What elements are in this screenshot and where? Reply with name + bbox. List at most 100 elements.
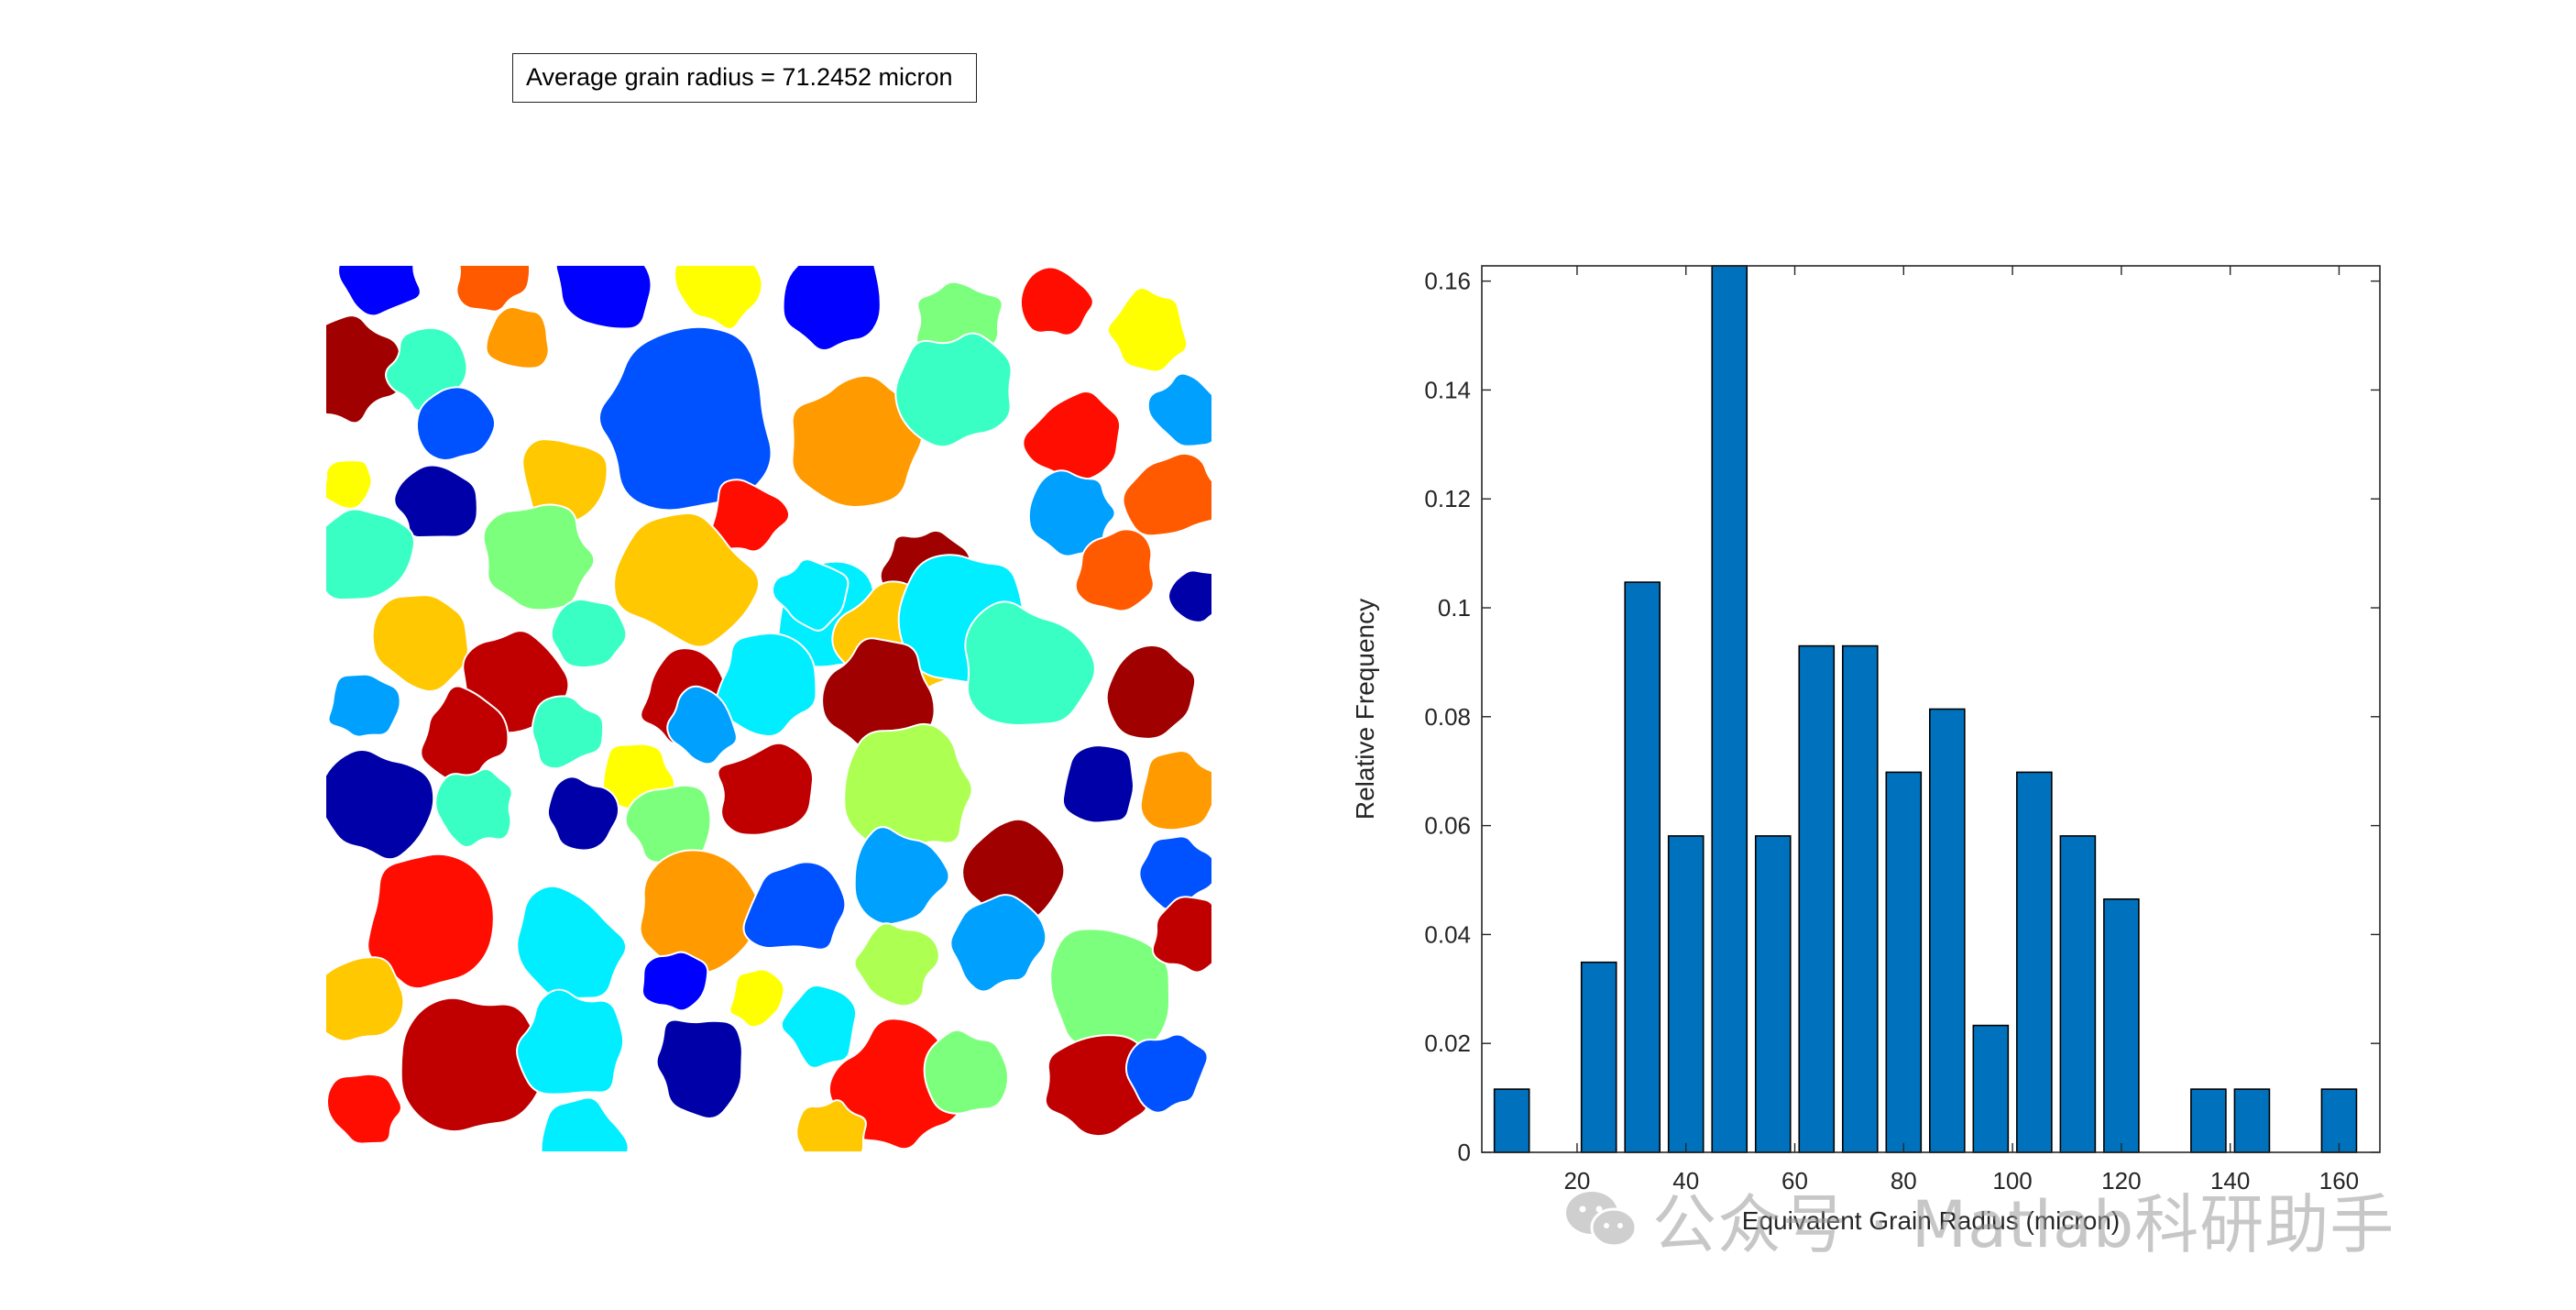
grain-region [1022,391,1122,481]
grain-regions [326,266,1211,1151]
histogram-bar [1667,835,1705,1153]
grain-region [1124,1033,1209,1114]
x-tick-label: 160 [2319,1167,2359,1194]
grain-segmentation-image [326,266,1211,1151]
grain-region [393,464,478,539]
x-tick-label: 20 [1563,1167,1590,1194]
grain-region [1139,750,1211,831]
grain-region [420,685,510,783]
grain-region [531,695,605,770]
histogram-bar [1624,581,1661,1153]
grain-region [772,558,850,632]
histogram-bar [2190,1088,2227,1153]
x-tick-label: 60 [1781,1167,1808,1194]
grain-region [782,266,882,352]
histogram-bar [1929,708,1966,1153]
histogram-bar [2233,1088,2271,1153]
grain-region [894,332,1013,448]
average-radius-text: Average grain radius = 71.2452 micron [526,63,953,91]
grain-region [1019,266,1094,336]
grain-region [853,826,950,926]
grain-region [337,266,422,317]
grain-region [1106,286,1189,373]
grain-region [367,853,495,990]
y-tick-label: 0.14 [1424,376,1471,403]
grain-region [795,1099,867,1151]
grain-region [791,374,926,508]
grain-region [949,894,1047,993]
histogram-bar [2103,897,2140,1153]
grain-region [482,503,596,611]
grain-region [1151,896,1211,974]
grain-region [666,685,738,765]
x-tick-label: 120 [2101,1167,2141,1194]
grain-region [673,266,763,330]
grain-region [400,996,545,1133]
histogram-bar [1972,1024,2010,1153]
grain-region [1061,744,1135,824]
grain-region [327,673,401,738]
grain-region [371,594,469,693]
histogram-bar [1798,644,1836,1153]
grain-region [554,266,652,330]
x-tick-label: 80 [1891,1167,1917,1194]
y-tick-label: 0.12 [1424,485,1471,512]
y-tick-label: 0 [1458,1139,1471,1166]
grain-region [326,1073,402,1145]
grain-region [729,968,785,1029]
grain-region [1122,452,1211,537]
grain-region [1044,1034,1150,1138]
y-tick-label: 0.04 [1424,920,1471,948]
grain-region [1105,644,1197,740]
grain-region [961,818,1066,927]
histogram-bar [1841,644,1879,1153]
grain-region [639,849,761,974]
x-axis-label: Equivalent Grain Radius (micron) [1742,1206,2120,1235]
grain-region [521,438,608,523]
grain-region [843,722,973,858]
y-axis-ticks: 0 0.02 0.04 0.06 0.08 0.1 0.12 0.14 0.16 [1424,268,2380,1166]
grain-region [540,1096,630,1151]
histogram-bar [2320,1088,2358,1153]
grain-region [1146,372,1211,447]
grain-region [326,956,405,1042]
grain-region [923,1029,1009,1115]
grain-region [1049,928,1171,1055]
histogram-bar [1754,835,1792,1153]
grain-region [780,985,858,1069]
x-axis-ticks: 20 40 60 80 100 120 140 160 [1563,266,2359,1194]
grain-region [434,767,513,848]
grain-region [853,922,940,1007]
watermark-text: 公众号 · Matlab科研助手 [1652,1186,2395,1262]
grain-region [717,742,815,836]
grain-region [326,314,403,424]
x-tick-label: 100 [1992,1167,2032,1194]
histogram-bar [2016,771,2053,1153]
grain-region [516,885,628,999]
histogram-bar [1580,961,1617,1153]
y-tick-label: 0.08 [1424,703,1471,731]
x-tick-label: 40 [1672,1167,1699,1194]
grain-region [550,598,628,669]
histogram-bars [1493,265,2358,1153]
grain-region [415,386,497,462]
y-tick-label: 0.02 [1424,1029,1471,1057]
wechat-icon [1566,1192,1638,1248]
histogram-bar [1885,771,1923,1153]
grain-region [655,1018,743,1119]
y-axis-label: Relative Frequency [1351,599,1379,820]
grain-region [641,951,709,1012]
grain-region [326,749,435,861]
x-tick-label: 140 [2210,1167,2250,1194]
grain-region [1074,528,1155,612]
grain-region [455,266,532,313]
histogram-bar [1711,265,1748,1153]
grain-region [964,600,1096,726]
grain-region [1167,569,1211,623]
y-tick-label: 0.06 [1424,812,1471,840]
axes-box [1481,265,2381,1153]
grain-region [326,459,373,510]
grain-region [742,861,847,951]
grain-region [1138,835,1211,911]
